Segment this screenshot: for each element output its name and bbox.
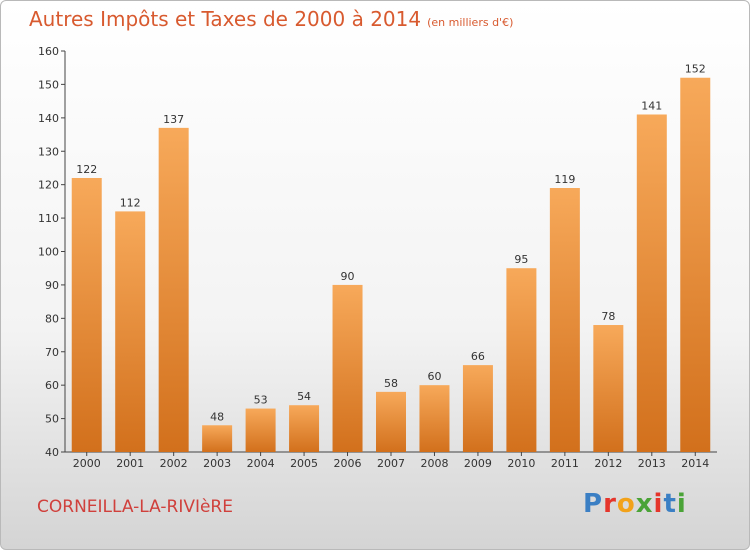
logo-letter: o: [616, 489, 636, 519]
x-tick-label-2010: 2010: [507, 457, 535, 470]
bar-2008: [419, 385, 450, 452]
x-tick-label-2002: 2002: [160, 457, 188, 470]
bar-chart: 40 50 60 70 80 90 100 110 120 130 140 150 160 122 200…: [38, 45, 717, 470]
bar-2009: [462, 365, 493, 452]
x-tick-label-2001: 2001: [116, 457, 144, 470]
commune-name: CORNEILLA-LA-RIVIèRE: [37, 497, 233, 517]
data-label-2005: 54: [297, 390, 311, 403]
bar-2014: [680, 77, 711, 452]
data-label-2013: 141: [641, 99, 662, 112]
bar-2006: [332, 284, 363, 452]
data-label-2000: 122: [76, 163, 97, 176]
bar-2000: [71, 177, 102, 452]
chart-title: Autres Impôts et Taxes de 2000 à 2014 (en…: [29, 7, 513, 31]
y-tick-label: 40: [45, 446, 59, 459]
x-tick-label-2000: 2000: [73, 457, 101, 470]
data-label-2001: 112: [120, 196, 141, 209]
y-tick-label: 60: [45, 379, 59, 392]
y-tick-label: 120: [38, 179, 59, 192]
data-label-2009: 66: [471, 350, 485, 363]
logo-letter: x: [635, 489, 654, 519]
x-tick-label-2014: 2014: [681, 457, 709, 470]
x-tick-label-2007: 2007: [377, 457, 405, 470]
x-tick-label-2009: 2009: [464, 457, 492, 470]
x-tick-label-2004: 2004: [247, 457, 275, 470]
y-tick-label: 50: [45, 413, 59, 426]
data-label-2003: 48: [210, 410, 224, 423]
y-tick-label: 70: [45, 346, 59, 359]
bar-2002: [158, 127, 189, 452]
x-tick-label-2003: 2003: [203, 457, 231, 470]
x-tick-label-2008: 2008: [420, 457, 448, 470]
data-label-2002: 137: [163, 113, 184, 126]
y-tick-label: 100: [38, 246, 59, 259]
x-tick-label-2013: 2013: [638, 457, 666, 470]
proxiti-logo: Proxiti: [583, 489, 687, 519]
x-tick-label-2012: 2012: [594, 457, 622, 470]
bar-2001: [115, 211, 146, 452]
logo-letter: i: [676, 489, 687, 519]
logo-letter: r: [603, 489, 617, 519]
bar-2003: [202, 425, 233, 452]
logo-letter: i: [653, 489, 664, 519]
bar-2012: [593, 325, 624, 452]
y-tick-label: 150: [38, 78, 59, 91]
y-tick-label: 160: [38, 45, 59, 58]
chart-title-text: Autres Impôts et Taxes de 2000 à 2014: [29, 7, 422, 31]
chart-subtitle: (en milliers d'€): [427, 16, 514, 29]
x-tick-label-2005: 2005: [290, 457, 318, 470]
y-tick-label: 140: [38, 112, 59, 125]
data-label-2010: 95: [514, 253, 528, 266]
bar-2010: [506, 268, 537, 452]
bar-2013: [636, 114, 667, 452]
bar-2007: [376, 391, 406, 452]
x-tick-label-2011: 2011: [551, 457, 579, 470]
x-tick-label-2006: 2006: [334, 457, 362, 470]
data-label-2011: 119: [554, 173, 575, 186]
data-label-2004: 53: [254, 394, 268, 407]
data-label-2012: 78: [601, 310, 615, 323]
y-tick-label: 110: [38, 212, 59, 225]
data-label-2007: 58: [384, 377, 398, 390]
bar-2004: [245, 408, 276, 452]
bar-2011: [549, 188, 580, 452]
y-tick-label: 130: [38, 145, 59, 158]
logo-letter: t: [663, 489, 677, 519]
data-label-2008: 60: [427, 370, 441, 383]
y-tick-label: 80: [45, 312, 59, 325]
data-label-2006: 90: [341, 270, 355, 283]
bar-2005: [289, 405, 320, 452]
logo-letter: P: [583, 489, 604, 519]
data-label-2014: 152: [685, 63, 706, 76]
y-tick-label: 90: [45, 279, 59, 292]
